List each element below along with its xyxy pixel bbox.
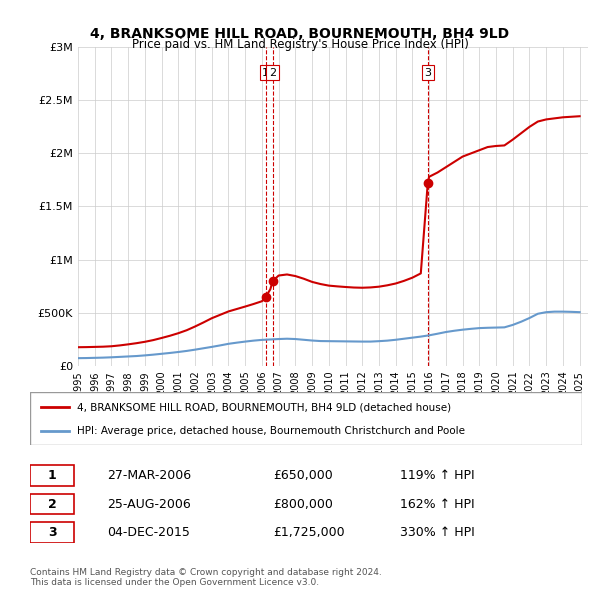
Text: 1: 1: [262, 68, 269, 78]
FancyBboxPatch shape: [30, 392, 582, 445]
Text: HPI: Average price, detached house, Bournemouth Christchurch and Poole: HPI: Average price, detached house, Bour…: [77, 425, 465, 435]
Text: 4, BRANKSOME HILL ROAD, BOURNEMOUTH, BH4 9LD (detached house): 4, BRANKSOME HILL ROAD, BOURNEMOUTH, BH4…: [77, 402, 451, 412]
FancyBboxPatch shape: [30, 494, 74, 514]
Text: 119% ↑ HPI: 119% ↑ HPI: [400, 469, 475, 482]
Text: Price paid vs. HM Land Registry's House Price Index (HPI): Price paid vs. HM Land Registry's House …: [131, 38, 469, 51]
Text: £800,000: £800,000: [273, 497, 333, 510]
Text: 162% ↑ HPI: 162% ↑ HPI: [400, 497, 475, 510]
Text: 4, BRANKSOME HILL ROAD, BOURNEMOUTH, BH4 9LD: 4, BRANKSOME HILL ROAD, BOURNEMOUTH, BH4…: [91, 27, 509, 41]
Text: 3: 3: [424, 68, 431, 78]
Text: £1,725,000: £1,725,000: [273, 526, 344, 539]
Text: 04-DEC-2015: 04-DEC-2015: [107, 526, 190, 539]
Text: 330% ↑ HPI: 330% ↑ HPI: [400, 526, 475, 539]
Text: 1: 1: [48, 469, 56, 482]
Text: 2: 2: [269, 68, 277, 78]
Text: 2: 2: [48, 497, 56, 510]
Text: 3: 3: [48, 526, 56, 539]
Text: 27-MAR-2006: 27-MAR-2006: [107, 469, 191, 482]
Text: £650,000: £650,000: [273, 469, 332, 482]
FancyBboxPatch shape: [30, 522, 74, 543]
FancyBboxPatch shape: [30, 466, 74, 486]
Text: Contains HM Land Registry data © Crown copyright and database right 2024.
This d: Contains HM Land Registry data © Crown c…: [30, 568, 382, 587]
Text: 25-AUG-2006: 25-AUG-2006: [107, 497, 191, 510]
